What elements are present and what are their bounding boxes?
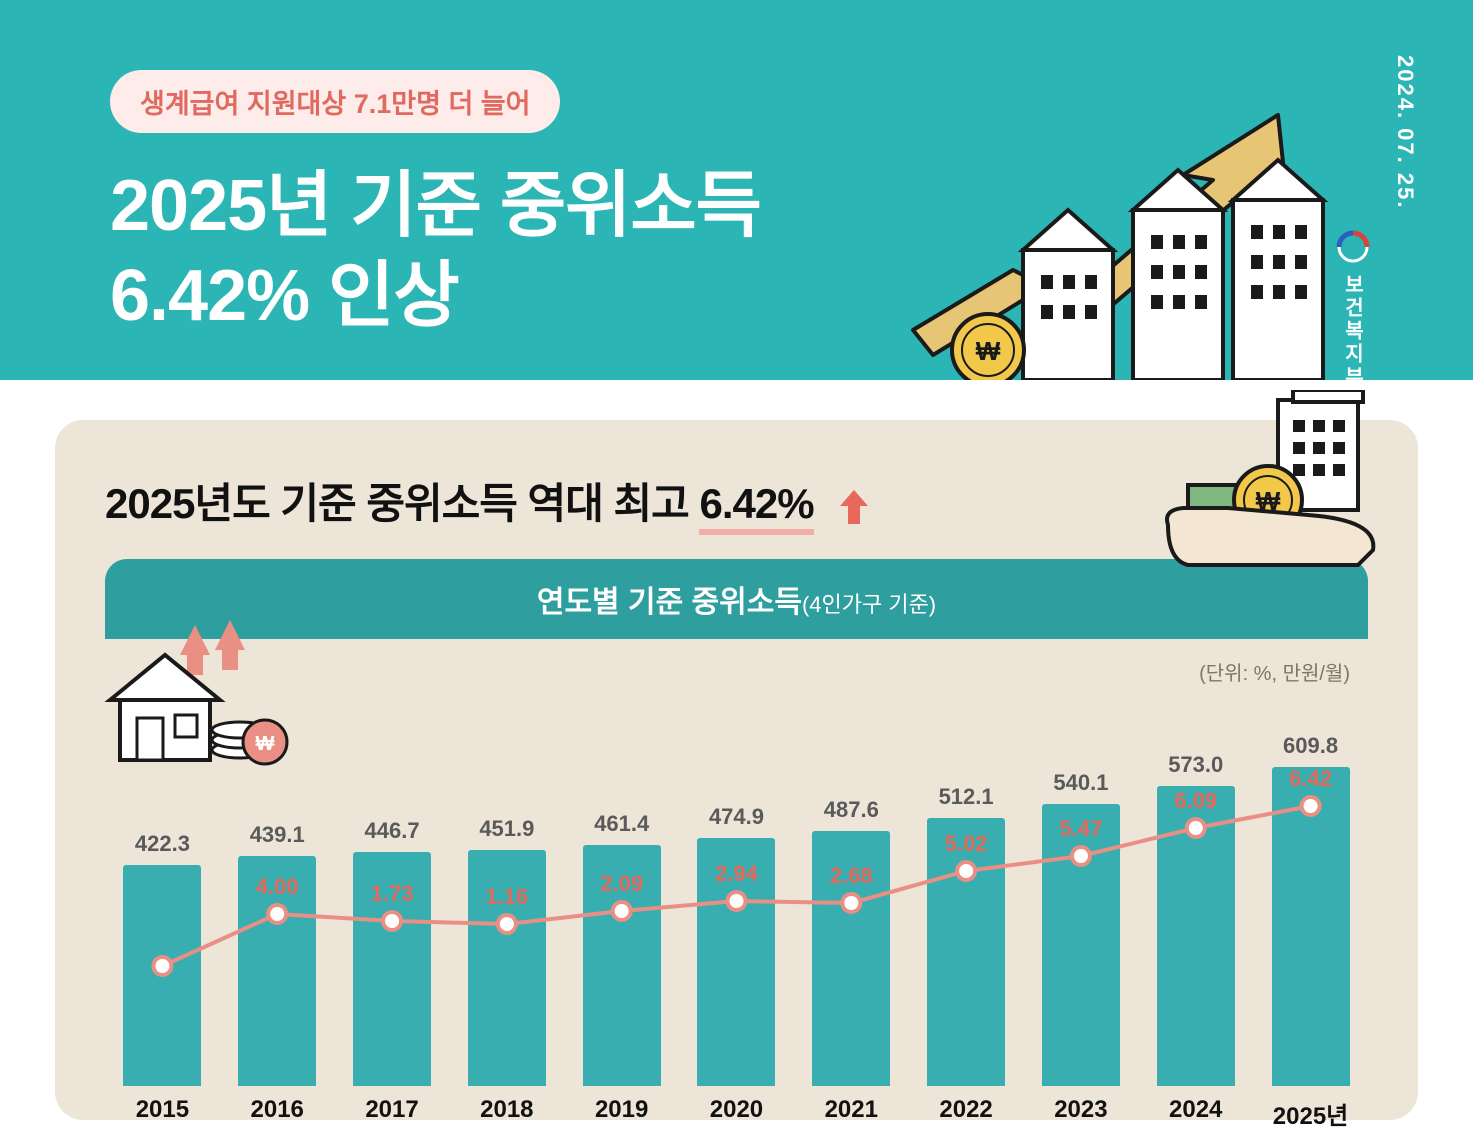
hero-illustration: ₩	[873, 100, 1353, 380]
bar-col: 451.9	[449, 850, 564, 1086]
header-banner: 생계급여 지원대상 7.1만명 더 늘어 2025년 기준 중위소득 6.42%…	[0, 0, 1473, 380]
bar	[812, 831, 890, 1086]
chart-panel: 2025년도 기준 중위소득 역대 최고 6.42% ₩ 연도별 기준 중위소득…	[55, 420, 1418, 1120]
chart-header-sub: (4인가구 기준)	[802, 592, 936, 617]
headline-line2: 6.42% 인상	[110, 256, 459, 336]
bar-value-label: 573.0	[1138, 752, 1253, 778]
x-axis-label: 2024	[1138, 1096, 1253, 1131]
svg-text:₩: ₩	[256, 733, 275, 755]
bar-value-label: 461.4	[564, 811, 679, 837]
bar-col: 474.9	[679, 838, 794, 1086]
bar	[927, 818, 1005, 1086]
up-arrow-icon	[838, 488, 870, 526]
svg-text:₩: ₩	[976, 336, 1001, 366]
bar-value-label: 609.8	[1253, 733, 1368, 759]
bar-col: 512.1	[909, 818, 1024, 1086]
bar-col: 573.0	[1138, 786, 1253, 1086]
bar	[1042, 804, 1120, 1087]
bar	[1272, 767, 1350, 1086]
bar	[697, 838, 775, 1086]
bar-col: 609.8	[1253, 767, 1368, 1086]
bar-value-label: 474.9	[679, 804, 794, 830]
bar-col: 422.3	[105, 865, 220, 1086]
headline-line1: 2025년 기준 중위소득	[110, 166, 761, 246]
bar	[123, 865, 201, 1086]
bar	[1157, 786, 1235, 1086]
bar	[583, 845, 661, 1086]
bar-col: 461.4	[564, 845, 679, 1086]
chart-house-icon: ₩	[95, 620, 295, 770]
bar-value-label: 487.6	[794, 797, 909, 823]
bar-value-label: 451.9	[449, 816, 564, 842]
panel-corner-illustration: ₩	[1158, 390, 1388, 570]
x-axis-label: 2020	[679, 1096, 794, 1131]
bar-value-label: 446.7	[335, 818, 450, 844]
header-badge: 생계급여 지원대상 7.1만명 더 늘어	[110, 70, 560, 133]
bar-col: 487.6	[794, 831, 909, 1086]
x-axis-label: 2021	[794, 1096, 909, 1131]
panel-title-highlight: 6.42%	[699, 480, 813, 535]
x-axis-labels: 2015201620172018201920202021202220232024…	[105, 1096, 1368, 1131]
bar-col: 540.1	[1024, 804, 1139, 1087]
bar	[238, 856, 316, 1086]
x-axis-label: 2025년	[1253, 1096, 1368, 1131]
bar-col: 439.1	[220, 856, 335, 1086]
bar-value-label: 540.1	[1024, 770, 1139, 796]
x-axis-label: 2017	[335, 1096, 450, 1131]
x-axis-label: 2015	[105, 1096, 220, 1131]
bar-value-label: 439.1	[220, 822, 335, 848]
bar-value-label: 512.1	[909, 784, 1024, 810]
bar-value-label: 422.3	[105, 831, 220, 857]
x-axis-label: 2023	[1024, 1096, 1139, 1131]
header-date: 2024. 07. 25.	[1392, 55, 1418, 209]
bar-col: 446.7	[335, 852, 450, 1086]
x-axis-label: 2018	[449, 1096, 564, 1131]
panel-title-prefix: 2025년도 기준 중위소득 역대 최고	[105, 480, 699, 527]
x-axis-label: 2019	[564, 1096, 679, 1131]
bar	[353, 852, 431, 1086]
bar-series: 422.3439.1446.7451.9461.4474.9487.6512.1…	[105, 726, 1368, 1086]
chart-header-main: 연도별 기준 중위소득	[537, 586, 802, 619]
x-axis-label: 2016	[220, 1096, 335, 1131]
x-axis-label: 2022	[909, 1096, 1024, 1131]
bar	[468, 850, 546, 1086]
